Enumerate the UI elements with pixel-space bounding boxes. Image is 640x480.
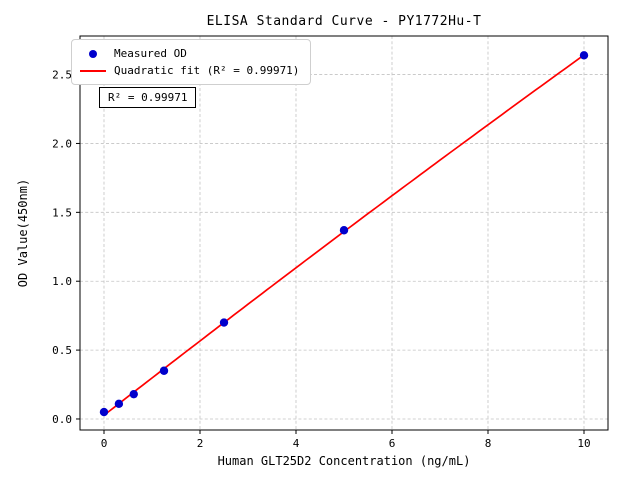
quadratic-fit-line bbox=[103, 54, 585, 416]
legend-item-quadratic-fit: Quadratic fit (R² = 0.99971) bbox=[78, 62, 299, 79]
x-tick-label: 2 bbox=[197, 437, 204, 450]
y-tick-label: 2.0 bbox=[52, 137, 72, 150]
x-tick-label: 8 bbox=[485, 437, 492, 450]
legend-item-measured-od: Measured OD bbox=[78, 45, 299, 62]
data-point bbox=[114, 399, 124, 409]
axis-ticks: 0 2 4 6 8 10 0.0 0.5 1.0 1.5 2.0 2.5 bbox=[52, 69, 591, 450]
line-marker-icon bbox=[78, 69, 108, 72]
data-point bbox=[159, 366, 169, 375]
y-tick-label: 0.5 bbox=[52, 344, 72, 357]
plot-border bbox=[79, 35, 609, 431]
legend-label-measured-od: Measured OD bbox=[114, 47, 187, 60]
x-tick-label: 10 bbox=[577, 437, 590, 450]
fit-curve bbox=[103, 54, 585, 416]
x-tick-label: 4 bbox=[293, 437, 300, 450]
y-tick-label: 2.5 bbox=[52, 69, 72, 82]
y-tick-label: 1.0 bbox=[52, 275, 72, 288]
gridlines bbox=[80, 36, 608, 430]
data-point bbox=[99, 407, 109, 417]
chart-title: ELISA Standard Curve - PY1772Hu-T bbox=[207, 14, 482, 29]
measured-od-points bbox=[99, 51, 589, 417]
legend: Measured OD Quadratic fit (R² = 0.99971) bbox=[71, 39, 312, 85]
legend-label-quadratic-fit: Quadratic fit (R² = 0.99971) bbox=[114, 64, 300, 77]
x-tick-label: 0 bbox=[101, 437, 108, 450]
dot-marker-icon bbox=[78, 49, 108, 58]
data-point bbox=[129, 389, 138, 399]
y-axis-label: OD Value(450nm) bbox=[16, 179, 30, 287]
data-point bbox=[219, 318, 229, 327]
y-tick-label: 1.5 bbox=[52, 206, 72, 219]
x-tick-label: 6 bbox=[389, 437, 396, 450]
data-point bbox=[579, 51, 589, 60]
data-point bbox=[339, 226, 349, 235]
r-squared-annotation: R² = 0.99971 bbox=[99, 87, 197, 108]
x-axis-label: Human GLT25D2 Concentration (ng/mL) bbox=[218, 454, 471, 468]
y-tick-label: 0.0 bbox=[52, 413, 72, 426]
